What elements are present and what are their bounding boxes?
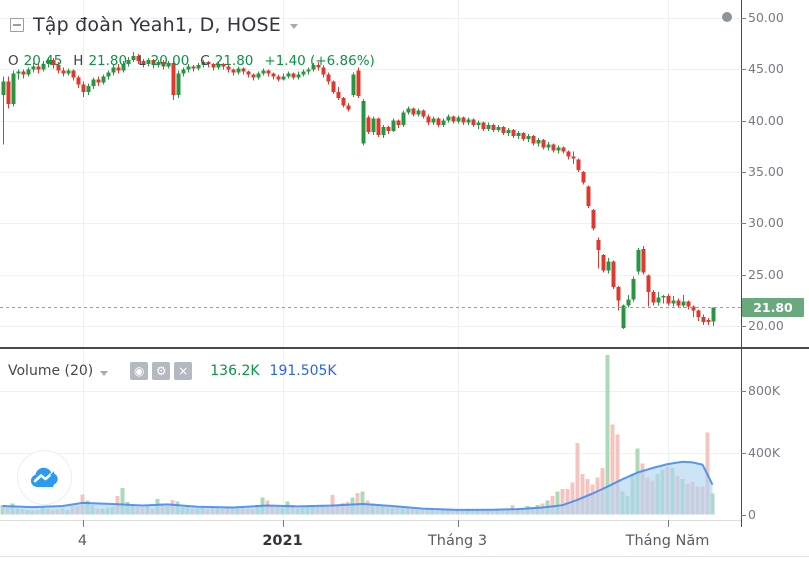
remove-close-icon[interactable]: × xyxy=(174,362,193,380)
price-tick-label: 25.00 xyxy=(748,266,784,282)
pane-separator[interactable] xyxy=(0,347,809,349)
symbol-title[interactable]: Tập đoàn Yeah1, D, HOSE xyxy=(33,14,282,36)
price-tick-label: 20.00 xyxy=(748,318,784,333)
price-tick-label: 40.00 xyxy=(748,112,784,128)
close-value: 21.80 xyxy=(214,53,254,69)
open-label: O xyxy=(8,53,19,69)
close-label: C xyxy=(200,53,210,69)
volume-ma-value: 191.505K xyxy=(269,363,337,379)
gray-dot xyxy=(722,12,732,22)
price-tick-label: 50.00 xyxy=(748,10,784,25)
price-tick-label: 30.00 xyxy=(748,215,784,231)
candles-layer xyxy=(1,51,716,330)
volume-indicator-label[interactable]: Volume (20) xyxy=(8,363,94,379)
time-tick-label: 4 xyxy=(77,533,88,549)
collapse-pane-icon[interactable] xyxy=(10,18,24,32)
time-tick-label: Tháng Năm xyxy=(625,533,710,549)
price-tick-label: 45.00 xyxy=(748,61,784,77)
change-value: +1.40 (+6.86%) xyxy=(264,53,375,69)
time-tick-label: 2021 xyxy=(262,533,303,549)
symbol-header: Tập đoàn Yeah1, D, HOSE xyxy=(10,14,299,36)
chart-logo[interactable] xyxy=(17,450,72,505)
time-tick-label: Tháng 3 xyxy=(427,533,488,549)
high-value: 21.80 xyxy=(88,53,128,69)
volume-tick-label: 0 xyxy=(748,506,756,522)
volume-pane-header: Volume (20) ◉ ⚙ × 136.2K 191.505K xyxy=(8,362,337,380)
settings-gear-icon[interactable]: ⚙ xyxy=(152,362,171,380)
volume-ma-area xyxy=(2,461,713,515)
volume-ma-line xyxy=(2,460,714,511)
price-tick-label: 35.00 xyxy=(748,164,784,179)
visibility-eye-icon[interactable]: ◉ xyxy=(130,362,149,380)
volume-tick-label: 800K xyxy=(748,382,781,398)
chevron-down-icon[interactable] xyxy=(290,24,299,29)
last-price-label: 21.80 xyxy=(742,298,804,317)
cloud-chart-icon xyxy=(30,467,58,487)
grid-lines xyxy=(0,0,741,520)
volume-indicator-buttons: ◉ ⚙ × xyxy=(130,362,193,380)
volume-chevron-down-icon[interactable] xyxy=(100,370,109,376)
volume-tick-label: 400K xyxy=(748,444,781,460)
ohlc-readout: O 20.45 H 21.80 L 20.00 C 21.80 +1.40 (+… xyxy=(8,53,375,69)
high-label: H xyxy=(73,53,84,69)
low-value: 20.00 xyxy=(150,53,190,69)
open-value: 20.45 xyxy=(23,53,63,69)
low-label: L xyxy=(138,53,146,69)
volume-current-value: 136.2K xyxy=(210,363,260,379)
